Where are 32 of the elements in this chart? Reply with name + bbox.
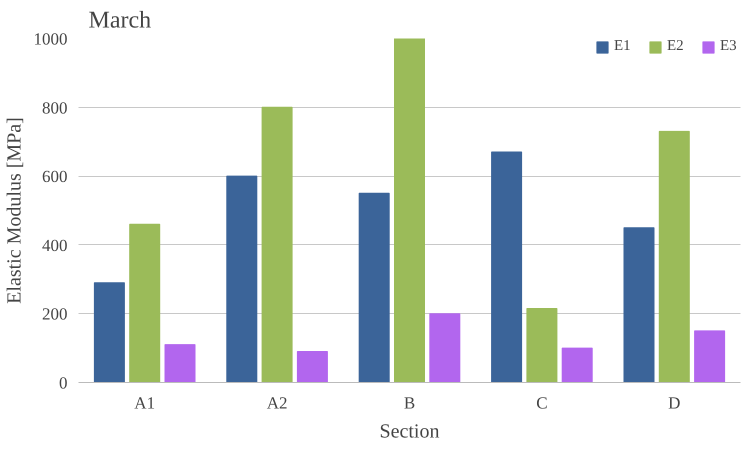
bar [129,224,160,382]
x-tick-label: C [536,394,548,412]
x-tick-label: B [404,394,416,412]
bar [296,351,328,382]
y-tick-label: 1000 [34,30,68,48]
bar [623,227,654,382]
x-axis-title: Section [380,420,440,442]
bar [94,282,125,382]
y-tick-label: 800 [42,98,68,118]
legend-label: E1 [614,38,632,55]
bar [226,176,258,382]
chart-title: March [88,8,152,34]
bar [394,38,426,382]
bar [358,192,390,382]
x-tick-label: D [668,394,680,412]
bar [694,330,726,382]
y-tick-label: 400 [42,236,68,255]
y-tick-label: 200 [42,304,68,324]
bar [164,344,196,382]
bar [562,348,593,382]
legend-label: E2 [667,38,685,55]
bar [491,152,522,382]
y-tick-label: 600 [42,167,68,186]
y-axis-title: Elastic Modulus [MPa] [4,117,26,304]
x-tick-label: A2 [266,394,288,412]
bar [658,130,690,382]
y-tick-label: 0 [59,374,68,392]
bar [262,106,293,382]
legend-label: E3 [720,38,738,55]
x-tick-label: A1 [134,394,156,412]
bar [429,313,460,382]
bar [526,308,558,382]
